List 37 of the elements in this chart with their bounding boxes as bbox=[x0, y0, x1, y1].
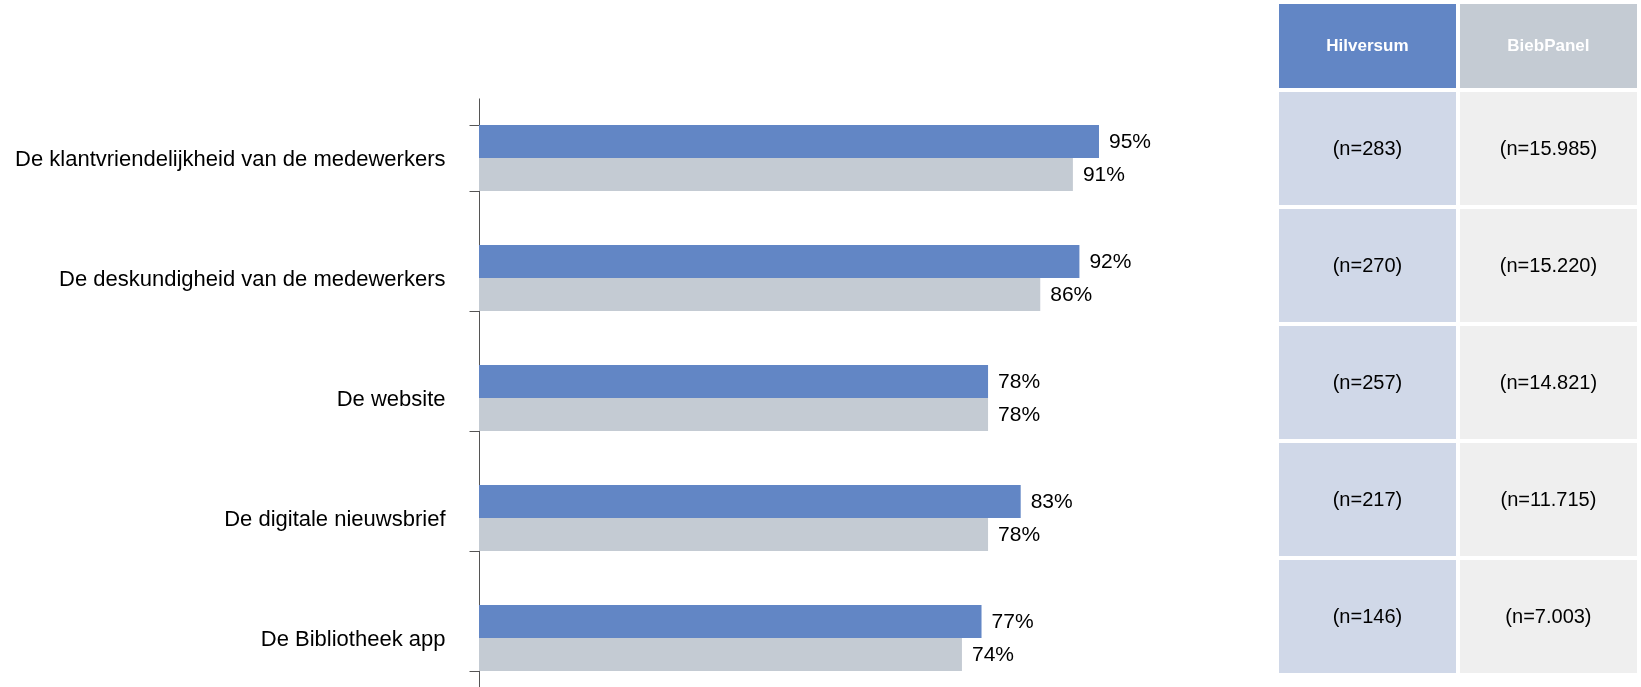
data-label: 78% bbox=[998, 401, 1041, 425]
text: (n=7.003) bbox=[1459, 560, 1637, 673]
bar bbox=[479, 638, 962, 671]
data-label: 77% bbox=[991, 608, 1034, 632]
text: (n=14.821) bbox=[1459, 326, 1637, 439]
text: Hilversum bbox=[1279, 4, 1456, 88]
text: (n=15.985) bbox=[1459, 92, 1637, 205]
text: (n=15.220) bbox=[1459, 209, 1637, 322]
data-label: 78% bbox=[998, 368, 1041, 392]
y-tick-label: De digitale nieuwsbrief bbox=[224, 505, 447, 531]
bar bbox=[479, 245, 1080, 278]
data-label: 92% bbox=[1089, 248, 1132, 272]
y-tick-label: De Bibliotheek app bbox=[260, 625, 446, 651]
bar bbox=[479, 365, 989, 398]
data-label: 95% bbox=[1109, 128, 1152, 152]
data-label: 78% bbox=[998, 521, 1041, 545]
y-tick-label: De deskundigheid van de medewerkers bbox=[59, 265, 446, 291]
y-tick-label: De website bbox=[336, 385, 446, 411]
text: BiebPanel bbox=[1459, 4, 1637, 88]
text: (n=11.715) bbox=[1459, 443, 1637, 556]
data-label: 74% bbox=[971, 641, 1014, 665]
data-label: 86% bbox=[1050, 281, 1093, 305]
bar bbox=[479, 518, 989, 551]
text: (n=283) bbox=[1279, 92, 1456, 205]
text: (n=270) bbox=[1279, 209, 1456, 322]
bar bbox=[479, 398, 989, 431]
bar bbox=[479, 278, 1041, 311]
y-tick-label: De klantvriendelijkheid van de medewerkers bbox=[15, 145, 446, 171]
bar bbox=[479, 605, 982, 638]
text: (n=217) bbox=[1279, 443, 1456, 556]
bar bbox=[479, 125, 1099, 158]
text: (n=146) bbox=[1279, 560, 1456, 673]
bar bbox=[479, 158, 1073, 191]
bar bbox=[479, 485, 1021, 518]
text: (n=257) bbox=[1279, 326, 1456, 439]
data-label: 83% bbox=[1030, 488, 1073, 512]
data-label: 91% bbox=[1082, 161, 1125, 185]
